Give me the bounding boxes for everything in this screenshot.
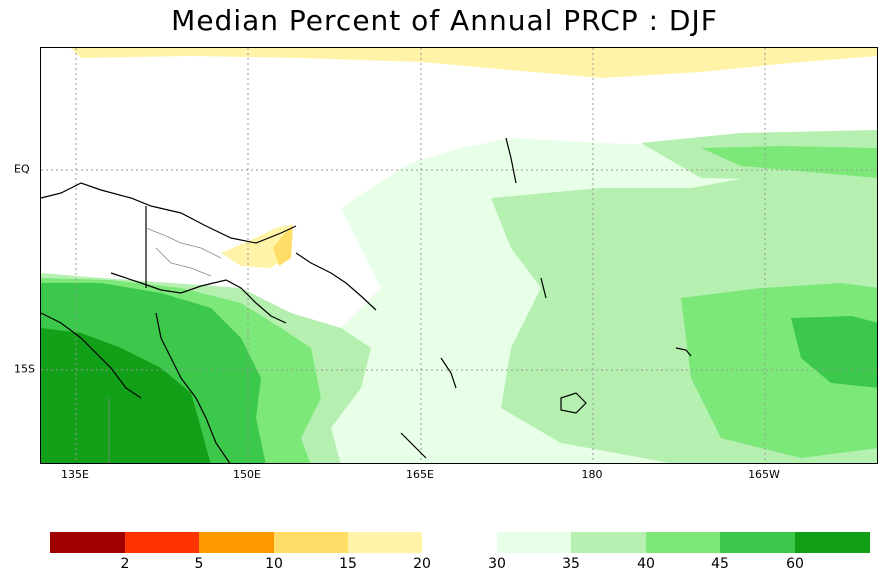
legend-label-10: 10 bbox=[265, 556, 283, 572]
y-tick-eq: EQ bbox=[14, 162, 30, 176]
legend-wet-swatch-4 bbox=[720, 532, 795, 553]
legend-dry-swatch-2 bbox=[125, 532, 199, 553]
x-tick-150e: 150E bbox=[233, 468, 261, 481]
legend-label-45: 45 bbox=[711, 556, 729, 572]
field-15-20 bbox=[71, 48, 877, 78]
legend-label-20: 20 bbox=[413, 556, 431, 572]
legend-wet-swatch-5 bbox=[795, 532, 870, 553]
field-45-60-pacific bbox=[791, 316, 877, 388]
map-title: Median Percent of Annual PRCP : DJF bbox=[171, 4, 718, 37]
legend-dry-swatch-5 bbox=[348, 532, 422, 553]
province-borders bbox=[108, 227, 222, 463]
y-tick-15s: 15S bbox=[14, 362, 35, 376]
x-tick-165w: 165W bbox=[748, 468, 780, 481]
x-tick-180: 180 bbox=[581, 468, 603, 481]
legend-dry bbox=[50, 532, 422, 553]
legend-wet-swatch-1 bbox=[497, 532, 571, 553]
legend-dry-swatch-3 bbox=[199, 532, 274, 553]
coastlines bbox=[41, 137, 692, 463]
x-tick-135e: 135E bbox=[61, 468, 89, 481]
field-60-plus bbox=[41, 328, 211, 463]
legend-label-40: 40 bbox=[637, 556, 655, 572]
precipitation-map bbox=[41, 48, 877, 463]
field-10-15-ng bbox=[273, 226, 293, 266]
legend-label-5: 5 bbox=[194, 556, 204, 572]
legend-wet-swatch-3 bbox=[646, 532, 720, 553]
legend-dry-swatch-1 bbox=[50, 532, 125, 553]
legend-wet bbox=[497, 532, 870, 553]
legend-label-15: 15 bbox=[339, 556, 357, 572]
legend-wet-swatch-2 bbox=[571, 532, 646, 553]
map-panel bbox=[40, 47, 878, 464]
legend-label-30: 30 bbox=[488, 556, 506, 572]
legend-label-2: 2 bbox=[120, 556, 130, 572]
legend-label-60: 60 bbox=[786, 556, 804, 572]
legend-dry-swatch-4 bbox=[274, 532, 348, 553]
x-tick-165e: 165E bbox=[406, 468, 434, 481]
legend-label-35: 35 bbox=[562, 556, 580, 572]
